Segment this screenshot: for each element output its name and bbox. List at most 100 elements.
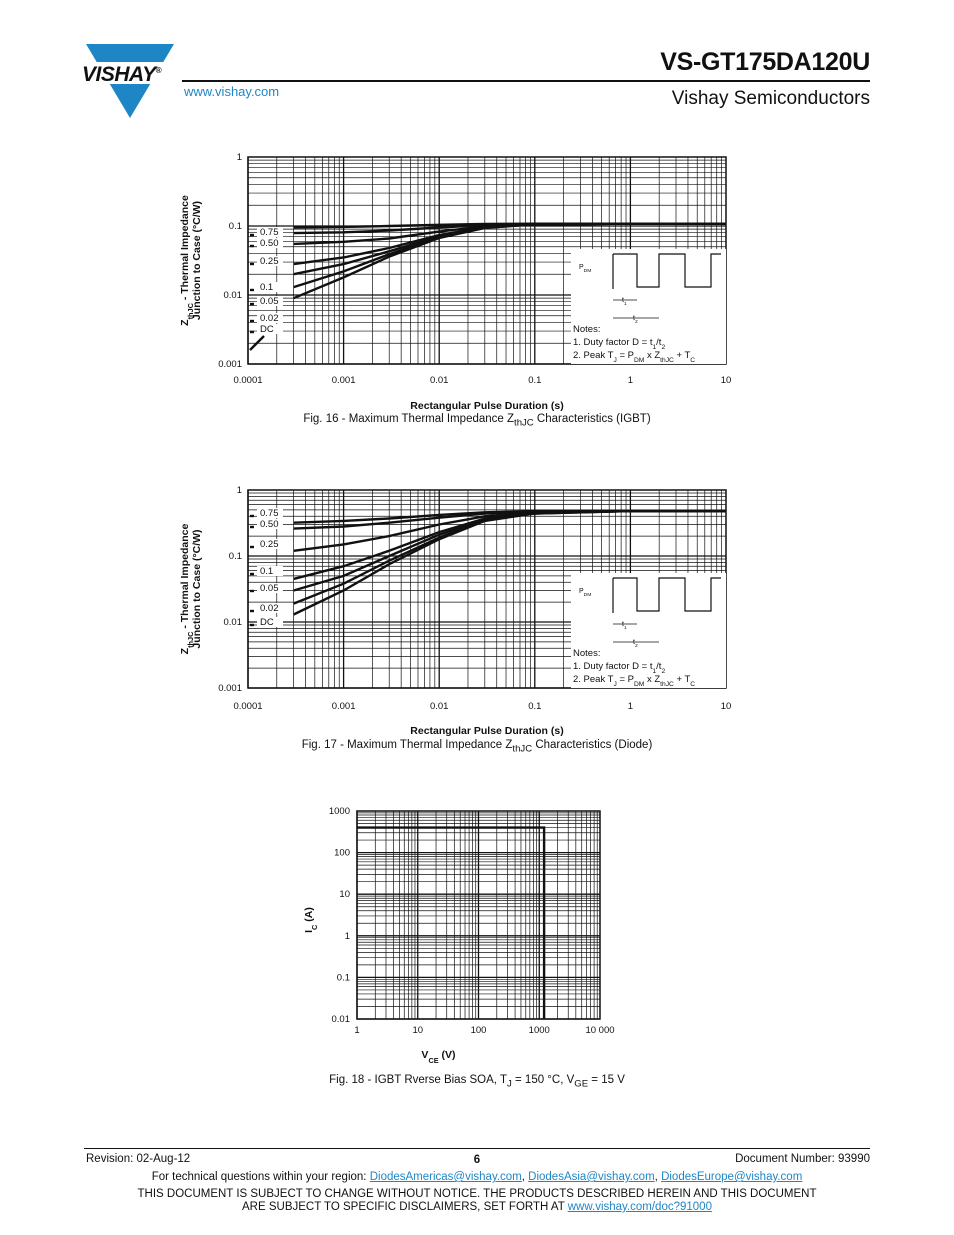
curve-label: 0.50 xyxy=(260,519,279,530)
disclaimer-link[interactable]: www.vishay.com/doc?91000 xyxy=(567,1201,712,1213)
pulse-t1-label: t1 xyxy=(622,621,627,631)
vishay-logo xyxy=(78,44,178,118)
curve-label-bg xyxy=(257,324,283,334)
x-tick-label: 0.01 xyxy=(430,375,449,386)
y-axis-label-line1: ZthJC - Thermal Impedance xyxy=(179,523,195,654)
x-tick-label: 0.0001 xyxy=(233,375,262,386)
email-americas-link[interactable]: DiodesAmericas@vishay.com xyxy=(369,1171,522,1183)
x-tick-label: 0.01 xyxy=(430,701,449,712)
curve-label: 0.05 xyxy=(260,296,279,307)
y-axis-label: IC (A) xyxy=(303,907,319,933)
pulse-p-label: PDM xyxy=(579,588,591,598)
x-tick-label: 0.1 xyxy=(528,701,541,712)
pulse-p-label: PDM xyxy=(579,264,591,274)
fig17-caption: Fig. 17 - Maximum Thermal Impedance ZthJ… xyxy=(301,739,653,755)
email-asia-link[interactable]: DiodesAsia@vishay.com xyxy=(528,1171,655,1183)
curve-label-bg xyxy=(257,539,283,549)
curve-label-bg xyxy=(257,296,283,306)
logo-text: VISHAY® xyxy=(82,63,162,86)
y-axis-label-line2: Junction to Case (°C/W) xyxy=(191,529,203,648)
y-tick-label: 0.001 xyxy=(218,683,242,694)
notes-title: Notes: xyxy=(573,648,600,659)
email-europe-link[interactable]: DiodesEurope@vishay.com xyxy=(661,1171,803,1183)
x-tick-label: 1000 xyxy=(529,1025,550,1036)
curve-label: 0.75 xyxy=(260,227,279,238)
part-number: VS-GT175DA120U xyxy=(660,48,870,76)
website-link[interactable]: www.vishay.com xyxy=(184,84,280,99)
page-number: 6 xyxy=(473,1154,481,1166)
pulse-t2-label: t2 xyxy=(633,639,638,649)
note-2: 2. Peak TJ = PDM x ZthJC + TC xyxy=(573,350,695,364)
grid xyxy=(356,810,601,1020)
y-tick-label: 0.1 xyxy=(229,221,242,232)
note-1: 1. Duty factor D = t1/t2 xyxy=(573,337,665,351)
curve-label: 0.02 xyxy=(260,603,279,614)
curve-label-bg xyxy=(257,566,283,576)
pulse-waveform xyxy=(612,577,721,613)
pulse-diagram: PDM t1 t2 xyxy=(579,253,721,325)
x-tick-label: 0.1 xyxy=(528,375,541,386)
fig18-chart: 1 10 100 1000 10 000 1000 100 10 1 0.1 0.01 VCE (V)… xyxy=(303,806,615,1065)
curve-DC xyxy=(293,509,726,616)
x-axis-label: Rectangular Pulse Duration (s) xyxy=(410,400,563,412)
dc-curve-start xyxy=(249,335,265,351)
curve-label-bg xyxy=(257,238,283,248)
curve-label: 0.1 xyxy=(260,282,273,293)
x-tick-label: 0.001 xyxy=(332,375,356,386)
soa-curve xyxy=(357,826,546,1019)
y-tick-label: 0.01 xyxy=(332,1014,351,1025)
fig17-chart: 0.0001 0.001 0.01 0.1 1 1010.10.010.0010.750.… xyxy=(179,485,732,737)
y-axis-label: ZthJC - Thermal Impedance Junction to Cas… xyxy=(179,523,203,654)
curve-label-bg xyxy=(257,227,283,237)
curve-label-bg xyxy=(257,603,283,613)
curve-label: 0.25 xyxy=(260,539,279,550)
curve-label-bg xyxy=(257,313,283,323)
x-tick-label: 1 xyxy=(628,701,633,712)
fig16-caption: Fig. 16 - Maximum Thermal Impedance ZthJ… xyxy=(303,413,651,429)
notes-box xyxy=(571,573,726,688)
y-axis-label-line2: Junction to Case (°C/W) xyxy=(191,201,203,320)
curve-label-bg xyxy=(257,583,283,593)
fig16-chart: 0.0001 0.001 0.01 0.1 1 1010.10.010.0010.750.… xyxy=(179,152,731,412)
x-tick-label: 1 xyxy=(628,375,633,386)
y-axis-label: ZthJC - Thermal Impedance Junction to Cas… xyxy=(179,195,203,326)
x-tick-label: 100 xyxy=(471,1025,487,1036)
curve-label-bg xyxy=(257,617,283,627)
curve-DC xyxy=(293,222,726,300)
pulse-t2-label: t2 xyxy=(633,315,638,325)
revision: Revision: 02-Aug-12 xyxy=(86,1153,191,1165)
notes-box xyxy=(571,249,726,364)
note-2: 2. Peak TJ = PDM x ZthJC + TC xyxy=(573,674,695,688)
pulse-waveform xyxy=(612,253,721,289)
contact-line: For technical questions within your regi… xyxy=(151,1171,803,1183)
disclaimer-line2: ARE SUBJECT TO SPECIFIC DISCLAIMERS, SET… xyxy=(242,1201,712,1213)
y-tick-label: 0.01 xyxy=(224,617,243,628)
y-tick-label: 1 xyxy=(237,485,242,496)
x-tick-label: 10 xyxy=(412,1025,423,1036)
company-name: Vishay Semiconductors xyxy=(671,88,870,109)
header-rule xyxy=(182,80,870,82)
x-tick-label: 0.001 xyxy=(332,701,356,712)
curve-label: 0.50 xyxy=(260,238,279,249)
y-tick-label: 0.001 xyxy=(218,359,242,370)
y-axis-label-line1: ZthJC - Thermal Impedance xyxy=(179,195,195,326)
y-axis-label-text: IC (A) xyxy=(303,907,319,933)
x-tick-label: 1 xyxy=(354,1025,359,1036)
curve-label: 0.75 xyxy=(260,508,279,519)
curve-label: 0.1 xyxy=(260,566,273,577)
document-number: Document Number: 93990 xyxy=(735,1153,870,1165)
x-tick-label: 0.0001 xyxy=(233,701,262,712)
y-tick-label: 0.01 xyxy=(224,290,243,301)
y-tick-label: 1000 xyxy=(329,806,350,817)
y-tick-label: 0.1 xyxy=(337,972,350,983)
disclaimer-line1: THIS DOCUMENT IS SUBJECT TO CHANGE WITHO… xyxy=(137,1188,817,1200)
x-tick-label: 10 xyxy=(721,701,732,712)
x-axis-label: Rectangular Pulse Duration (s) xyxy=(410,725,563,737)
x-axis-label: VCE (V) xyxy=(421,1049,455,1065)
pulse-t1-label: t1 xyxy=(622,297,627,307)
curve-label-bg xyxy=(257,508,283,518)
curve-label: 0.02 xyxy=(260,313,279,324)
curve-label-bg xyxy=(257,282,283,292)
curve-label-bg xyxy=(257,519,283,529)
x-tick-label: 10 000 xyxy=(585,1025,614,1036)
